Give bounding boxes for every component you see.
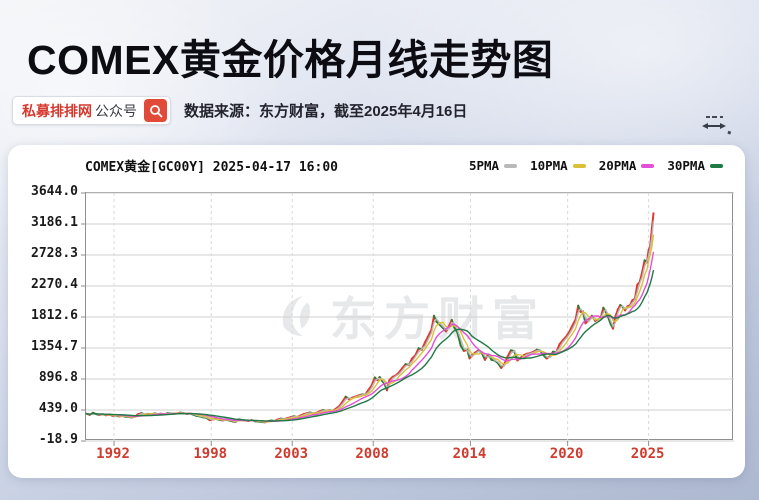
legend-item-10pma: 10PMA bbox=[530, 158, 586, 173]
data-source-text: 数据来源：东方财富，截至2025年4月16日 bbox=[184, 103, 468, 120]
search-icon bbox=[149, 104, 162, 117]
y-axis-tick-label: -18.9 bbox=[38, 432, 78, 447]
legend-swatch bbox=[504, 163, 518, 168]
legend-label: 30PMA bbox=[667, 158, 705, 173]
x-axis-tick-label: 1992 bbox=[96, 446, 130, 462]
x-axis-tick-label: 1998 bbox=[193, 446, 228, 462]
x-axis-tick-label: 2008 bbox=[355, 446, 390, 462]
legend-item-30pma: 30PMA bbox=[667, 158, 723, 173]
legend-label: 5PMA bbox=[468, 158, 500, 173]
legend-swatch bbox=[641, 163, 655, 168]
y-axis-tick-label: 2728.3 bbox=[31, 245, 78, 261]
legend-label: 10PMA bbox=[530, 158, 568, 173]
legend-item-20pma: 20PMA bbox=[599, 158, 655, 173]
x-axis-tick-label: 2025 bbox=[630, 446, 665, 462]
plot-area[interactable]: 东方财富 bbox=[81, 192, 734, 446]
page-title: COMEX黄金价格月线走势图 bbox=[27, 37, 554, 83]
chart-card: COMEX黄金[GC00Y] 2025-04-17 16:00 5PMA 10PM… bbox=[8, 145, 745, 478]
y-axis-tick-label: 3186.1 bbox=[31, 215, 78, 230]
y-axis-tick-label: 896.8 bbox=[38, 370, 78, 385]
y-axis-tick-label: 1354.7 bbox=[31, 338, 78, 354]
y-axis-tick-label: 1812.6 bbox=[31, 307, 78, 323]
x-axis-tick-label: 2014 bbox=[452, 446, 487, 462]
x-axis-tick-label: 2003 bbox=[274, 446, 309, 462]
badge-type-text: 公众号 bbox=[95, 102, 137, 119]
x-axis-tick-label: 2020 bbox=[549, 446, 584, 462]
legend-swatch bbox=[572, 163, 586, 168]
chart-legend: 5PMA 10PMA 20PMA 30PMA bbox=[469, 158, 723, 173]
y-axis-tick-label: 439.0 bbox=[38, 400, 78, 416]
chart-title: COMEX黄金[GC00Y] 2025-04-17 16:00 bbox=[85, 160, 338, 175]
badge-brand-text: 私募排排网 bbox=[22, 102, 92, 119]
legend-label: 20PMA bbox=[598, 158, 637, 173]
y-axis-tick-label: 2270.4 bbox=[31, 277, 78, 292]
legend-item-5pma: 5PMA bbox=[468, 158, 518, 173]
y-axis-tick-label: 3644.0 bbox=[31, 184, 78, 199]
header-badge-row: 私募排排网 公众号 数据来源：东方财富，截至2025年4月16日 bbox=[12, 96, 467, 125]
search-button[interactable] bbox=[144, 99, 167, 122]
account-badge[interactable]: 私募排排网 公众号 bbox=[12, 96, 171, 125]
corner-marks-icon bbox=[698, 115, 738, 142]
chart-header: COMEX黄金[GC00Y] 2025-04-17 16:00 5PMA 10PM… bbox=[85, 156, 727, 175]
legend-swatch bbox=[710, 163, 723, 168]
